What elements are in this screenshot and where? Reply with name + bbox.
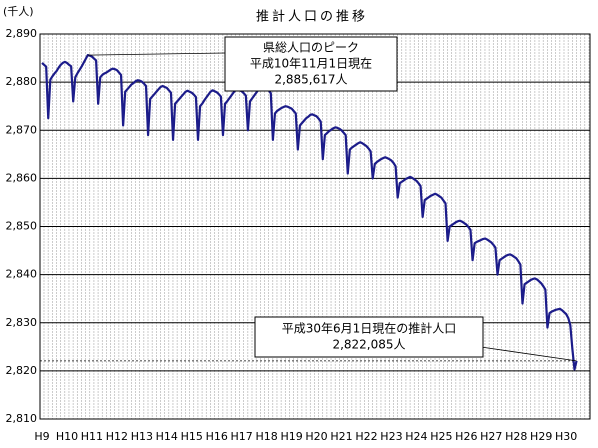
y-tick-label: 2,890 [6, 27, 38, 40]
leader-line [473, 345, 577, 362]
x-tick-label: H18 [255, 430, 277, 443]
y-tick-label: 2,850 [6, 220, 38, 233]
x-tick-label: H25 [430, 430, 452, 443]
x-tick-label: H29 [530, 430, 552, 443]
x-tick-label: H16 [206, 430, 228, 443]
x-tick-label: H17 [231, 430, 253, 443]
x-tick-label: H30 [555, 430, 577, 443]
y-tick-label: 2,880 [6, 75, 38, 88]
x-tick-label: H11 [81, 430, 103, 443]
y-tick-label: 2,870 [6, 123, 38, 136]
x-tick-label: H9 [34, 430, 49, 443]
annotation-text: 2,822,085人 [332, 338, 405, 352]
x-tick-label: H26 [455, 430, 477, 443]
x-tick-label: H15 [181, 430, 203, 443]
x-tick-label: H10 [56, 430, 78, 443]
y-tick-label: 2,810 [6, 412, 38, 425]
x-tick-label: H14 [156, 430, 178, 443]
annotation-box [254, 316, 484, 358]
x-tick-label: H24 [405, 430, 427, 443]
x-tick-label: H23 [380, 430, 402, 443]
annotation-text: 県総人口のピーク [263, 41, 359, 55]
data-line [41, 53, 578, 371]
chart-title: 推計人口の推移 [256, 9, 368, 25]
x-tick-label: H21 [330, 430, 352, 443]
x-tick-label: H13 [131, 430, 153, 443]
annotation-text: 平成30年6月1日現在の推計人口 [282, 321, 457, 336]
y-tick-label: 2,840 [6, 268, 38, 281]
x-tick-label: H20 [305, 430, 327, 443]
annotation-box [224, 36, 398, 92]
y-unit: (千人) [3, 5, 34, 18]
y-tick-label: 2,830 [6, 316, 38, 329]
annotation-text: 平成10年11月1日現在 [250, 57, 372, 71]
annotation-text: 2,885,617人 [274, 73, 347, 87]
x-tick-label: H22 [355, 430, 377, 443]
x-tick-label: H27 [480, 430, 502, 443]
x-tick-label: H12 [106, 430, 128, 443]
x-tick-label: H28 [505, 430, 527, 443]
x-tick-label: H19 [280, 430, 302, 443]
leader-line [87, 52, 226, 56]
plot-frame [39, 33, 591, 420]
y-tick-label: 2,820 [6, 364, 38, 377]
y-tick-label: 2,860 [6, 171, 38, 184]
